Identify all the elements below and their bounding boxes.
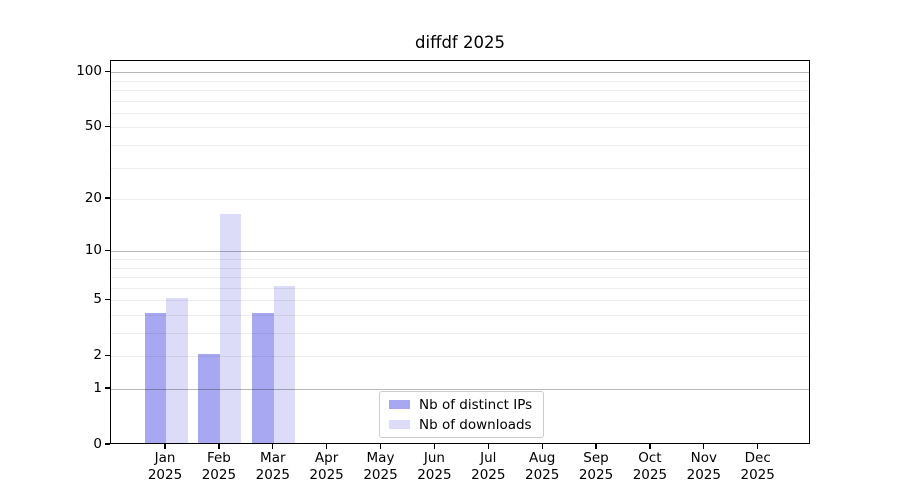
x-tick-label: Oct 2025 <box>618 450 682 484</box>
y-tick-label: 100 <box>76 63 102 80</box>
bar-downloads <box>219 214 242 443</box>
x-tick-year: 2025 <box>632 467 668 483</box>
y-tick-mark <box>105 249 110 251</box>
x-tick-year: 2025 <box>740 467 775 483</box>
x-tick-month: Mar <box>260 450 286 466</box>
x-tick-mark <box>595 444 597 449</box>
y-gridline-minor <box>111 145 809 146</box>
bar-distinct-ips <box>198 354 220 443</box>
x-tick-label: Apr 2025 <box>295 450 359 484</box>
x-tick-year: 2025 <box>417 467 452 483</box>
legend: Nb of distinct IPs Nb of downloads <box>379 391 544 438</box>
legend-label-distinct-ips: Nb of distinct IPs <box>419 396 533 413</box>
x-tick-month: Feb <box>206 450 231 466</box>
x-tick-year: 2025 <box>525 467 560 483</box>
x-tick-month: May <box>366 450 395 466</box>
bar-downloads <box>166 298 188 443</box>
x-tick-month: Sep <box>583 450 609 466</box>
y-tick-label: 0 <box>93 436 102 452</box>
x-tick-label: May 2025 <box>349 450 413 484</box>
x-tick-mark <box>272 444 274 449</box>
y-tick-label: 5 <box>93 291 102 308</box>
x-tick-label: Jan 2025 <box>133 450 197 484</box>
y-tick-mark <box>105 197 110 199</box>
y-gridline-minor <box>111 112 809 114</box>
x-tick-label: Nov 2025 <box>672 450 736 484</box>
y-gridline-major <box>111 251 809 253</box>
legend-item-downloads: Nb of downloads <box>389 417 543 433</box>
y-gridline-minor <box>111 267 809 269</box>
x-tick-mark <box>649 444 651 449</box>
plot-area: Nb of distinct IPs Nb of downloads <box>110 60 810 444</box>
x-tick-mark <box>757 444 759 449</box>
x-tick-month: Jun <box>423 450 445 466</box>
y-gridline-minor <box>111 356 809 358</box>
chart-title: diffdf 2025 <box>415 33 505 52</box>
x-tick-month: Aug <box>529 450 556 466</box>
x-tick-label: Mar 2025 <box>241 450 305 484</box>
y-gridline-minor <box>111 100 809 102</box>
y-gridline-minor <box>111 287 809 289</box>
x-tick-year: 2025 <box>686 467 721 483</box>
y-gridline-minor <box>111 167 809 169</box>
x-tick-year: 2025 <box>471 467 506 483</box>
x-tick-month: Jul <box>480 450 497 466</box>
x-tick-year: 2025 <box>363 467 398 483</box>
y-gridline-minor <box>111 315 809 316</box>
legend-swatch-distinct-ips-icon <box>389 400 410 409</box>
y-gridline-minor <box>111 333 809 334</box>
bar-downloads <box>273 285 296 443</box>
x-tick-month: Oct <box>638 450 662 466</box>
x-tick-year: 2025 <box>201 467 237 483</box>
y-tick-mark <box>105 387 110 389</box>
y-gridline-minor <box>111 199 809 201</box>
x-tick-mark <box>379 444 382 449</box>
y-tick-mark <box>105 70 110 72</box>
x-tick-mark <box>218 444 220 449</box>
x-tick-label: Jul 2025 <box>456 450 520 484</box>
bar-distinct-ips <box>144 313 166 443</box>
x-tick-mark <box>703 444 705 449</box>
y-gridline-minor <box>111 300 809 302</box>
x-tick-mark <box>541 444 543 449</box>
y-gridline-minor <box>111 80 809 82</box>
x-tick-year: 2025 <box>255 467 290 483</box>
x-tick-month: Nov <box>690 450 717 466</box>
x-tick-label: Aug 2025 <box>510 450 574 484</box>
y-tick-label: 50 <box>84 118 102 135</box>
x-tick-label: Jun 2025 <box>402 450 466 484</box>
y-tick-mark <box>105 443 110 445</box>
legend-item-distinct-ips: Nb of distinct IPs <box>389 397 543 413</box>
x-tick-month: Jan <box>154 450 176 466</box>
y-gridline-minor <box>111 127 809 129</box>
x-tick-month: Apr <box>314 450 339 466</box>
y-tick-mark <box>105 298 110 300</box>
y-gridline-major <box>111 72 809 74</box>
x-tick-year: 2025 <box>309 467 344 483</box>
y-tick-label: 10 <box>84 242 102 259</box>
x-tick-month: Dec <box>744 450 771 466</box>
x-tick-label: Feb 2025 <box>187 450 251 484</box>
y-gridline-minor <box>111 90 809 91</box>
x-tick-mark <box>325 444 328 449</box>
x-tick-mark <box>487 444 489 449</box>
y-tick-mark <box>105 125 110 128</box>
x-tick-label: Sep 2025 <box>564 450 628 484</box>
x-tick-mark <box>433 444 436 449</box>
x-tick-year: 2025 <box>147 467 183 483</box>
y-gridline-minor <box>111 277 809 278</box>
x-tick-mark <box>164 444 166 449</box>
x-tick-label: Dec 2025 <box>726 450 790 484</box>
y-tick-label: 2 <box>93 347 102 364</box>
y-tick-label: 20 <box>84 190 102 207</box>
x-tick-year: 2025 <box>578 467 614 483</box>
legend-label-downloads: Nb of downloads <box>419 416 532 433</box>
y-tick-mark <box>105 354 110 356</box>
legend-swatch-downloads-icon <box>389 420 410 429</box>
y-gridline-minor <box>111 259 809 260</box>
y-gridline-major <box>111 389 809 390</box>
bar-distinct-ips <box>252 313 274 443</box>
y-tick-label: 1 <box>93 380 102 396</box>
